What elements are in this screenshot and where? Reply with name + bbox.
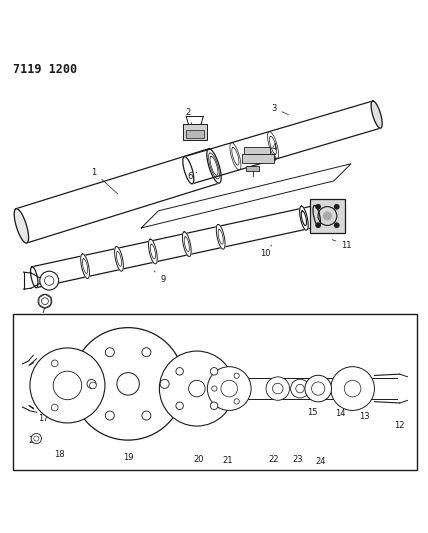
Text: 21: 21 <box>222 456 232 465</box>
Circle shape <box>176 368 183 375</box>
Circle shape <box>31 433 42 443</box>
Polygon shape <box>184 101 380 184</box>
Text: 18: 18 <box>54 450 65 459</box>
Text: 5: 5 <box>265 154 276 163</box>
Circle shape <box>312 382 325 395</box>
FancyBboxPatch shape <box>244 147 270 154</box>
Text: 20: 20 <box>193 455 204 464</box>
Circle shape <box>234 373 239 378</box>
FancyBboxPatch shape <box>186 130 204 138</box>
Polygon shape <box>81 254 89 279</box>
Text: 16: 16 <box>165 406 176 415</box>
Circle shape <box>87 379 96 389</box>
Circle shape <box>334 204 339 209</box>
Circle shape <box>266 377 289 400</box>
Circle shape <box>296 384 304 393</box>
Circle shape <box>51 360 58 367</box>
Polygon shape <box>301 211 306 225</box>
Text: 1: 1 <box>92 168 118 194</box>
Polygon shape <box>371 101 382 128</box>
Polygon shape <box>32 206 319 288</box>
Text: 10: 10 <box>260 245 272 258</box>
Circle shape <box>334 223 339 228</box>
Circle shape <box>210 402 218 409</box>
Text: 2: 2 <box>186 108 194 132</box>
Polygon shape <box>313 206 321 227</box>
Polygon shape <box>14 208 29 243</box>
Circle shape <box>234 399 239 404</box>
Text: 7: 7 <box>40 299 46 314</box>
Circle shape <box>142 348 151 357</box>
Circle shape <box>105 348 114 357</box>
FancyBboxPatch shape <box>242 154 274 163</box>
Circle shape <box>117 373 140 395</box>
Circle shape <box>331 367 374 410</box>
Text: 19: 19 <box>123 453 134 462</box>
Circle shape <box>212 386 217 391</box>
Circle shape <box>142 411 151 420</box>
Circle shape <box>53 371 82 400</box>
Text: 11: 11 <box>332 240 352 249</box>
Bar <box>13 313 417 470</box>
Polygon shape <box>30 266 38 288</box>
Circle shape <box>89 382 96 389</box>
Circle shape <box>273 383 283 394</box>
Polygon shape <box>182 232 191 256</box>
Text: 12: 12 <box>394 421 404 430</box>
FancyBboxPatch shape <box>246 166 259 172</box>
Text: 13: 13 <box>360 412 370 421</box>
Polygon shape <box>216 224 225 249</box>
Circle shape <box>221 380 238 397</box>
FancyBboxPatch shape <box>183 124 206 140</box>
Circle shape <box>176 402 183 409</box>
Circle shape <box>315 204 321 209</box>
Text: 24: 24 <box>315 457 325 466</box>
Text: 4: 4 <box>265 143 276 155</box>
Circle shape <box>160 379 169 389</box>
Circle shape <box>40 271 59 290</box>
Text: 23: 23 <box>293 455 303 464</box>
Text: 6: 6 <box>188 172 197 181</box>
Polygon shape <box>183 157 194 184</box>
Circle shape <box>38 294 52 308</box>
Circle shape <box>105 411 114 420</box>
Circle shape <box>30 348 105 423</box>
Polygon shape <box>207 149 221 183</box>
Circle shape <box>323 212 332 220</box>
Circle shape <box>159 351 235 426</box>
Polygon shape <box>82 378 397 399</box>
FancyBboxPatch shape <box>310 199 345 233</box>
Text: 9: 9 <box>154 271 165 284</box>
Circle shape <box>291 379 309 398</box>
Circle shape <box>344 380 361 397</box>
Polygon shape <box>149 239 157 264</box>
Circle shape <box>51 404 58 411</box>
Text: 15: 15 <box>307 408 318 417</box>
Circle shape <box>210 368 218 375</box>
Circle shape <box>189 381 205 397</box>
Circle shape <box>207 367 251 410</box>
Text: 7119 1200: 7119 1200 <box>13 63 77 76</box>
Polygon shape <box>300 206 308 230</box>
Text: 14: 14 <box>335 409 346 418</box>
Circle shape <box>315 223 321 228</box>
Circle shape <box>72 328 184 440</box>
Polygon shape <box>115 246 123 271</box>
Text: 22: 22 <box>268 455 279 464</box>
Text: 3: 3 <box>271 103 288 115</box>
Circle shape <box>305 375 331 402</box>
Polygon shape <box>16 149 219 243</box>
Text: 17: 17 <box>38 414 48 423</box>
Text: 25: 25 <box>29 437 39 446</box>
